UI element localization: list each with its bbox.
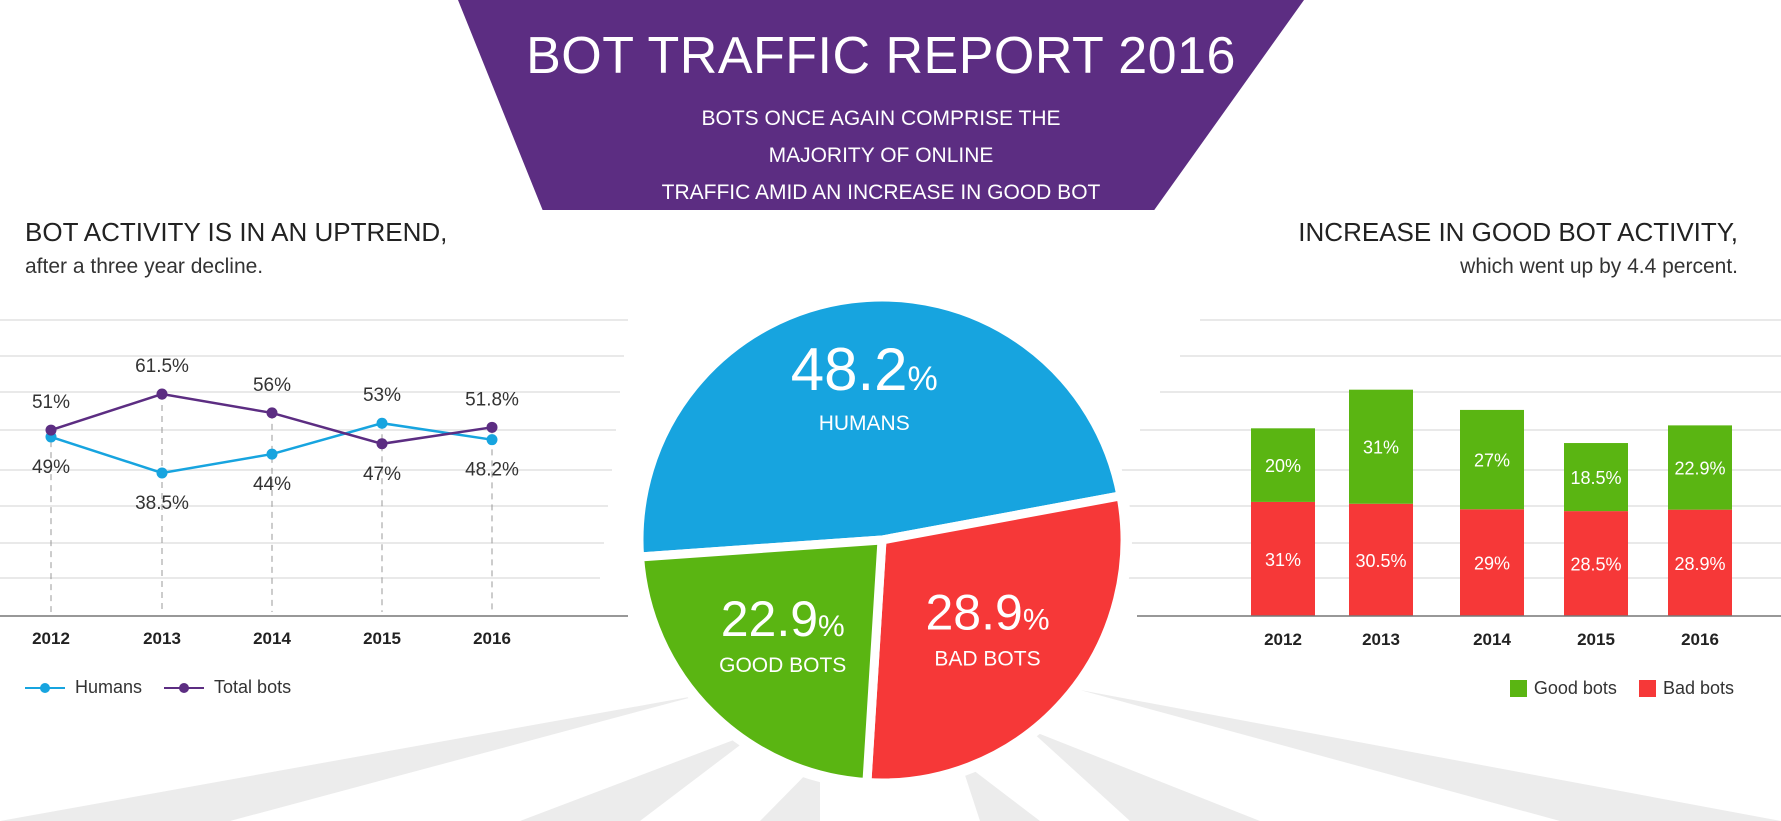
line-point xyxy=(486,421,498,433)
pie-slice-shape xyxy=(862,491,1130,788)
pie-slice-label: HUMANS xyxy=(819,412,910,435)
line-x-tick-label: 2015 xyxy=(363,629,401,648)
line-point xyxy=(266,407,278,419)
right-subheading: which went up by 4.4 percent. xyxy=(1460,255,1738,278)
legend-key-total-bots xyxy=(164,682,205,693)
line-data-label: 44% xyxy=(253,474,291,495)
pie-slice-number: 28.9 xyxy=(925,584,1022,640)
report-subtitle-line-1: BOTS ONCE AGAIN COMPRISE THE MAJORITY OF… xyxy=(701,107,1061,167)
report-title: BOT TRAFFIC REPORT 2016 xyxy=(526,27,1236,85)
line-point xyxy=(376,417,388,429)
bar-chart-legend: Good bots Bad bots xyxy=(1509,678,1734,699)
pie-slice-value: 48.2% xyxy=(791,336,938,403)
bar-bad-bots xyxy=(1668,509,1732,616)
bar-good-bots xyxy=(1251,428,1315,502)
legend-item-total-bots: Total bots xyxy=(164,677,291,698)
line-point xyxy=(266,448,278,460)
line-x-tick-label: 2013 xyxy=(143,629,181,648)
bar-good-bots xyxy=(1564,443,1628,512)
pie-slice-number: 22.9 xyxy=(721,591,818,647)
legend-item-humans: Humans xyxy=(25,677,142,698)
bar-good-bots xyxy=(1349,389,1413,504)
right-heading: INCREASE IN GOOD BOT ACTIVITY, xyxy=(1298,217,1738,247)
legend-key-good-bots xyxy=(1509,680,1527,697)
bar-label-bad: 30.5% xyxy=(1355,551,1406,571)
legend-key-bad-bots xyxy=(1638,680,1656,697)
bar-label-bad: 29% xyxy=(1474,554,1510,574)
line-point xyxy=(376,438,388,450)
pie-slice-value: 28.9% xyxy=(925,584,1049,640)
legend-key-humans xyxy=(25,682,65,693)
report-subtitle: BOTS ONCE AGAIN COMPRISE THE MAJORITY OF… xyxy=(658,100,1104,241)
ray-4 xyxy=(960,760,1040,821)
line-point xyxy=(156,467,168,479)
bar-label-bad: 31% xyxy=(1265,550,1301,570)
line-x-tick-label: 2012 xyxy=(32,629,70,648)
line-data-label: 53% xyxy=(363,385,401,406)
line-data-label: 38.5% xyxy=(135,493,189,514)
line-data-label: 48.2% xyxy=(465,460,519,481)
pie-slice-shape xyxy=(634,292,1126,562)
pie-slice-good-bots: 22.9% GOOD BOTS xyxy=(635,535,887,788)
ray-5 xyxy=(1030,730,1260,821)
bar-label-good: 20% xyxy=(1265,456,1301,476)
pie-slice-humans: 48.2% HUMANS xyxy=(634,292,1126,562)
pie-slice-unit: % xyxy=(818,610,845,643)
ray-6 xyxy=(1080,690,1781,821)
line-chart-legend: Humans Total bots xyxy=(25,677,291,698)
line-data-label: 56% xyxy=(253,375,291,396)
line-point xyxy=(156,388,168,400)
pie-slice-value: 22.9% xyxy=(721,591,845,647)
line-data-label: 49% xyxy=(32,457,70,478)
bar-x-tick-label: 2014 xyxy=(1473,630,1511,649)
bar-label-good: 18.5% xyxy=(1570,468,1621,488)
title-banner: BOT TRAFFIC REPORT 2016 BOTS ONCE AGAIN … xyxy=(458,0,1304,210)
legend-item-good-bots: Good bots xyxy=(1509,678,1617,699)
bar-bad-bots xyxy=(1349,503,1413,616)
bar-good-bots xyxy=(1668,425,1732,510)
line-point xyxy=(486,434,498,446)
report-subtitle-line-2: TRAFFIC AMID AN INCREASE IN GOOD BOT ACT… xyxy=(661,181,1101,241)
bar-label-bad: 28.9% xyxy=(1674,554,1725,574)
ray-2 xyxy=(520,730,760,821)
line-x-tick-label: 2014 xyxy=(253,629,291,648)
bar-label-bad: 28.5% xyxy=(1570,555,1621,575)
line-data-label: 47% xyxy=(363,464,401,485)
line-point xyxy=(45,424,57,436)
legend-label-good-bots: Good bots xyxy=(1533,678,1617,698)
line-data-label: 51% xyxy=(32,392,70,413)
ray-1 xyxy=(0,695,700,821)
bar-x-tick-label: 2016 xyxy=(1681,630,1719,649)
bar-good-bots xyxy=(1460,409,1524,510)
bar-x-tick-label: 2012 xyxy=(1264,630,1302,649)
pie-slice-label: BAD BOTS xyxy=(934,647,1040,670)
pie-slice-unit: % xyxy=(908,360,938,398)
line-x-tick-label: 2016 xyxy=(473,629,511,648)
left-subheading: after a three year decline. xyxy=(25,255,264,278)
pie-slice-unit: % xyxy=(1023,603,1050,636)
legend-label-total-bots: Total bots xyxy=(214,677,292,697)
bar-x-tick-label: 2013 xyxy=(1362,630,1400,649)
bar-label-good: 27% xyxy=(1474,451,1510,471)
pie-slice-bad-bots: 28.9% BAD BOTS xyxy=(862,491,1130,788)
legend-label-bad-bots: Bad bots xyxy=(1662,678,1734,698)
pie-slice-label: GOOD BOTS xyxy=(719,654,846,677)
line-data-label: 61.5% xyxy=(135,356,189,377)
bar-label-good: 31% xyxy=(1363,438,1399,458)
bar-bad-bots xyxy=(1460,509,1524,616)
pie-slice-shape xyxy=(635,535,887,788)
legend-item-bad-bots: Bad bots xyxy=(1638,678,1734,699)
bar-bad-bots xyxy=(1251,501,1315,616)
bar-x-tick-label: 2015 xyxy=(1577,630,1615,649)
pie-slice-number: 48.2 xyxy=(791,336,908,403)
left-heading: BOT ACTIVITY IS IN AN UPTREND, xyxy=(25,217,448,247)
bar-label-good: 22.9% xyxy=(1674,459,1725,479)
line-data-label: 51.8% xyxy=(465,389,519,410)
bar-bad-bots xyxy=(1564,511,1628,616)
legend-label-humans: Humans xyxy=(75,677,143,697)
